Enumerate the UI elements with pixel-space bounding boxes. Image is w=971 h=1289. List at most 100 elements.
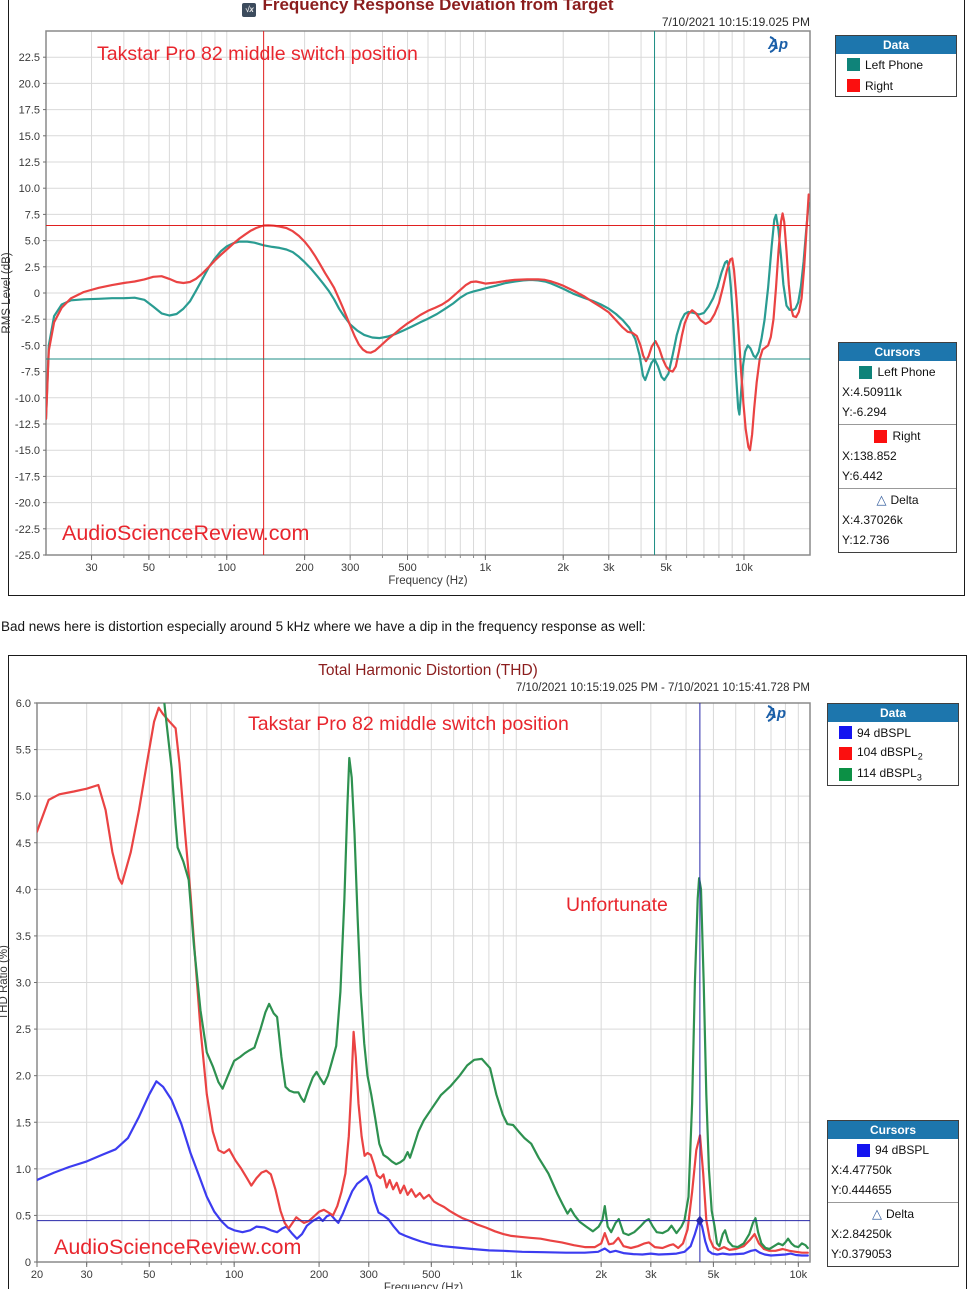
cursor-section-94-dbspl: 94 dBSPL X:4.47750k Y:0.444655 (828, 1139, 958, 1202)
cursor-y-value: Y:0.379053 (831, 1247, 892, 1261)
x-axis-title: Frequency (Hz) (388, 575, 467, 587)
y-tick-label: 5.5 (16, 745, 31, 757)
y-tick-label: 4.5 (16, 838, 31, 850)
y-tick-label: 6.0 (16, 698, 31, 710)
cursor-x-value: X:4.50911k (842, 385, 902, 399)
ap-logo-swoosh-icon (769, 36, 777, 53)
cursor-series-name: 94 dBSPL (828, 1140, 958, 1160)
y-tick-label: -7.5 (21, 367, 40, 379)
cursor-series-name: Left Phone (839, 362, 956, 382)
thd-chart-timestamp: 7/10/2021 10:15:19.025 PM - 7/10/2021 10… (515, 682, 810, 694)
legend-item-104-dbspl: 104 dBSPL2 (828, 743, 958, 764)
y-tick-label: 1.0 (16, 1164, 31, 1176)
y-tick-label: 2.5 (25, 262, 40, 274)
series-color-swatch-icon (859, 365, 873, 379)
y-tick-label: 1.5 (16, 1117, 31, 1129)
fr-chart-timestamp: 7/10/2021 10:15:19.025 PM (661, 15, 810, 29)
cursor-y-value: Y:12.736 (842, 533, 890, 547)
series-left-phone (46, 201, 810, 420)
cursor-section-delta: △ Delta X:4.37026k Y:12.736 (839, 488, 956, 552)
y-tick-label: 5.0 (25, 236, 40, 248)
y-tick-label: 5.0 (16, 791, 31, 803)
x-tick-label: 200 (295, 562, 313, 574)
y-axis-title: THD Ratio (%) (0, 945, 10, 1020)
series-color-swatch-icon (847, 58, 860, 71)
fr-chart-title: Frequency Response Deviation from Target (262, 0, 614, 14)
cursor-section-right: Right X:138.852 Y:6.442 (839, 424, 956, 488)
y-tick-label: 2.0 (16, 1071, 31, 1083)
cursor-series-label: Right (892, 429, 921, 443)
y-tick-label: 0 (25, 1257, 31, 1269)
y-tick-label: -25.0 (15, 550, 40, 562)
y-tick-label: 3.0 (16, 978, 31, 990)
cursors-header: Cursors (839, 343, 956, 361)
x-tick-label: 1k (480, 562, 492, 574)
series-94-dbspl (37, 1080, 809, 1257)
x-tick-label: 5k (660, 562, 672, 574)
thd-chart-title: Total Harmonic Distortion (THD) (318, 662, 538, 679)
x-tick-label: 3k (603, 562, 615, 574)
series-right (46, 193, 810, 452)
y-tick-label: -5.0 (21, 340, 40, 352)
delta-icon: △ (871, 1206, 882, 1221)
x-tick-label: 2k (595, 1269, 607, 1281)
x-tick-label: 100 (225, 1269, 243, 1281)
y-tick-label: 12.5 (19, 157, 40, 169)
series-104-dbspl (37, 706, 809, 1254)
watermark: AudioScienceReview.com (62, 521, 310, 545)
x-tick-label: 30 (81, 1269, 93, 1281)
cursor-marker[interactable] (695, 1215, 704, 1226)
y-tick-label: 22.5 (19, 52, 40, 64)
x-axis-title: Frequency (Hz) (384, 1282, 463, 1289)
x-tick-label: 300 (360, 1269, 378, 1281)
cursor-y-value: Y:6.442 (842, 469, 883, 483)
y-tick-label: 17.5 (19, 105, 40, 117)
y-axis-title: RMS Level (dB) (1, 252, 13, 333)
x-tick-label: 50 (143, 562, 155, 574)
series-114-dbspl (163, 703, 809, 1251)
x-tick-label: 3k (645, 1269, 657, 1281)
legend-item-right: Right (836, 75, 956, 96)
y-tick-label: 20.0 (19, 78, 40, 90)
y-tick-label: 2.5 (16, 1024, 31, 1036)
fr-data-legend: Data Left Phone Right (835, 35, 957, 97)
cursor-series-label: Delta (885, 1207, 914, 1221)
x-tick-label: 200 (310, 1269, 328, 1281)
x-tick-label: 5k (708, 1269, 720, 1281)
y-tick-label: 10.0 (19, 183, 40, 195)
series-color-swatch-icon (839, 747, 852, 760)
y-tick-label: -20.0 (15, 498, 40, 510)
thd-data-legend: Data 94 dBSPL 104 dBSPL2 114 dBSPL3 (827, 703, 959, 786)
cursors-header: Cursors (828, 1121, 958, 1139)
frequency-response-plot: 30 50 100 200 300 500 1k 2k 3k 5k 10k 22.5 20.0 17.5 1… (1, 30, 811, 587)
x-tick-label: 300 (341, 562, 359, 574)
y-tick-label: 4.0 (16, 884, 31, 896)
commentary-text: Bad news here is distortion especially a… (1, 619, 646, 634)
legend-item-label: Left Phone (865, 57, 924, 72)
x-tick-label: 30 (85, 562, 97, 574)
y-tick-label: 0.5 (16, 1210, 31, 1222)
fr-cursors-panel: Cursors Left Phone X:4.50911k Y:-6.294 Right… (838, 342, 957, 553)
x-tick-label: 100 (218, 562, 236, 574)
series-color-swatch-icon (856, 1143, 870, 1157)
watermark: AudioScienceReview.com (54, 1235, 302, 1259)
x-tick-label: 50 (143, 1269, 155, 1281)
frequency-response-chart-card (8, 0, 965, 596)
x-tick-label: 500 (422, 1269, 440, 1281)
audio-precision-logo: Ap (766, 705, 786, 722)
legend-header: Data (836, 36, 956, 54)
series-color-swatch-icon (847, 79, 860, 92)
cursor-series-label: Delta (890, 493, 919, 507)
cursor-x-value: X:4.47750k (831, 1163, 892, 1177)
cursor-x-value: X:4.37026k (842, 513, 903, 527)
x-tick-label: 20 (31, 1269, 43, 1281)
x-tick-label: 2k (557, 562, 569, 574)
legend-item-94-dbspl: 94 dBSPL (828, 722, 958, 743)
chart-annotation: Takstar Pro 82 middle switch position (248, 713, 569, 735)
cursor-y-value: Y:-6.294 (842, 405, 887, 419)
y-tick-label: -12.5 (15, 419, 40, 431)
legend-item-label: 94 dBSPL (857, 725, 912, 740)
legend-item-114-dbspl: 114 dBSPL3 (828, 764, 958, 785)
ap-logo-swoosh-icon (767, 705, 775, 722)
